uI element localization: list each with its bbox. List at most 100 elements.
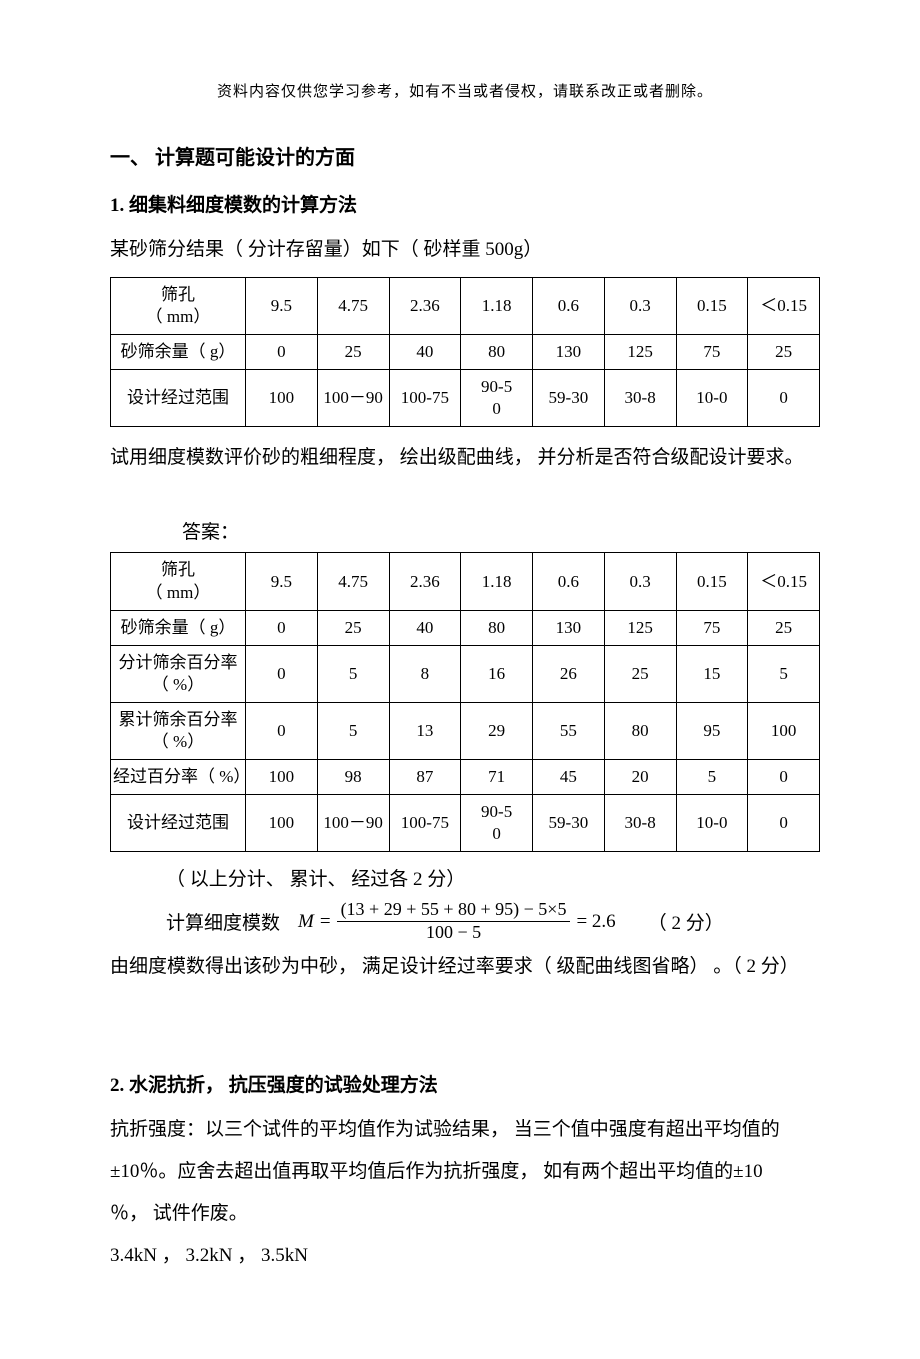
table-cell: 0 <box>748 760 820 795</box>
formula: 计算细度模数 M = (13 + 29 + 55 + 80 + 95) − 5×… <box>166 899 820 943</box>
q1-post: 试用细度模数评价砂的粗细程度， 绘出级配曲线， 并分析是否符合级配设计要求。 <box>110 439 820 477</box>
table-cell: 13 <box>389 702 461 759</box>
q2-p2: ±10％。应舍去超出值再取平均值后作为抗折强度， 如有两个超出平均值的±10 <box>110 1153 820 1191</box>
table-cell: 设计经过范围 <box>111 370 246 427</box>
table-cell: 20 <box>604 760 676 795</box>
table-cell: 0 <box>246 335 318 370</box>
table-cell: 30-8 <box>604 795 676 852</box>
table-cell: 59-30 <box>533 370 605 427</box>
formula-prefix: 计算细度模数 <box>166 908 280 935</box>
table-cell: 80 <box>461 610 533 645</box>
table-cell: 5 <box>676 760 748 795</box>
table-cell: 100－90 <box>317 370 389 427</box>
table-cell: 26 <box>533 645 605 702</box>
table-cell: 87 <box>389 760 461 795</box>
table-cell: 0 <box>246 610 318 645</box>
table-cell: 2.36 <box>389 278 461 335</box>
table-cell: 15 <box>676 645 748 702</box>
table-cell: 25 <box>317 610 389 645</box>
table-cell: 25 <box>317 335 389 370</box>
table-cell: 5 <box>317 645 389 702</box>
table-cell: 5 <box>317 702 389 759</box>
table-cell: 75 <box>676 610 748 645</box>
header-note: 资料内容仅供您学习参考，如有不当或者侵权，请联系改正或者删除。 <box>110 80 820 101</box>
table-cell: 8 <box>389 645 461 702</box>
table-cell: 4.75 <box>317 278 389 335</box>
answer-label: 答案： <box>182 517 820 544</box>
table-cell: 75 <box>676 335 748 370</box>
table-cell: 45 <box>533 760 605 795</box>
table-cell: 累计筛余百分率（ %） <box>111 702 246 759</box>
table-cell: 9.5 <box>246 278 318 335</box>
table-cell: 100-75 <box>389 795 461 852</box>
table-cell: 0.15 <box>676 553 748 610</box>
table-cell: 95 <box>676 702 748 759</box>
table-cell: 经过百分率（ %） <box>111 760 246 795</box>
q1-intro: 某砂筛分结果（ 分计存留量）如下（ 砂样重 500g） <box>110 231 820 269</box>
table-cell: 40 <box>389 610 461 645</box>
table-cell: 0.6 <box>533 553 605 610</box>
table-cell: 71 <box>461 760 533 795</box>
table-cell: 80 <box>461 335 533 370</box>
table-cell: 砂筛余量（ g） <box>111 335 246 370</box>
table-cell: 0 <box>246 702 318 759</box>
table-cell: 0.15 <box>676 278 748 335</box>
q2-p3: ％， 试件作废。 <box>110 1195 820 1233</box>
table-cell: 0 <box>748 370 820 427</box>
table-cell: 1.18 <box>461 553 533 610</box>
table-cell: 9.5 <box>246 553 318 610</box>
table-cell: 80 <box>604 702 676 759</box>
q2-title: 2. 水泥抗折， 抗压强度的试验处理方法 <box>110 1070 820 1097</box>
table-1: 筛孔（ mm）9.54.752.361.180.60.30.15＜0.15 砂筛余… <box>110 277 820 427</box>
q1-title: 1. 细集料细度模数的计算方法 <box>110 190 820 217</box>
table-cell: 0.3 <box>604 278 676 335</box>
formula-eq2: = 2.6 <box>576 911 615 933</box>
q2-p1: 抗折强度：以三个试件的平均值作为试验结果， 当三个值中强度有超出平均值的 <box>110 1111 820 1149</box>
table-cell: ＜0.15 <box>748 553 820 610</box>
table-cell: 25 <box>604 645 676 702</box>
table-cell: 砂筛余量（ g） <box>111 610 246 645</box>
table-cell: 0 <box>748 795 820 852</box>
table-cell: 30-8 <box>604 370 676 427</box>
table-cell: 4.75 <box>317 553 389 610</box>
table-cell: 90-50 <box>461 370 533 427</box>
table-cell: 40 <box>389 335 461 370</box>
table-cell: 25 <box>748 335 820 370</box>
table-cell: 100 <box>246 795 318 852</box>
q2-p4: 3.4kN ， 3.2kN ， 3.5kN <box>110 1237 820 1275</box>
q1-conclusion: 由细度模数得出该砂为中砂， 满足设计经过率要求（ 级配曲线图省略） 。（ 2 分… <box>110 948 820 986</box>
table-cell: 5 <box>748 645 820 702</box>
table-cell: 0.3 <box>604 553 676 610</box>
table-cell: 59-30 <box>533 795 605 852</box>
table-cell: 筛孔（ mm） <box>111 278 246 335</box>
table-cell: 25 <box>748 610 820 645</box>
table-2: 筛孔（ mm）9.54.752.361.180.60.30.15＜0.15砂筛余… <box>110 552 820 852</box>
table-cell: 16 <box>461 645 533 702</box>
table-cell: 100-75 <box>389 370 461 427</box>
table-cell: 1.18 <box>461 278 533 335</box>
table-cell: 90-50 <box>461 795 533 852</box>
table-cell: 130 <box>533 335 605 370</box>
formula-score: （ 2 分） <box>648 908 724 935</box>
table-cell: 10-0 <box>676 795 748 852</box>
table-cell: 100 <box>246 370 318 427</box>
formula-numerator: (13 + 29 + 55 + 80 + 95) − 5×5 <box>337 899 571 922</box>
table-cell: 125 <box>604 335 676 370</box>
table-cell: 130 <box>533 610 605 645</box>
table-cell: 筛孔（ mm） <box>111 553 246 610</box>
table-cell: 100 <box>748 702 820 759</box>
section-title: 一、 计算题可能设计的方面 <box>110 141 820 170</box>
table-cell: 0 <box>246 645 318 702</box>
table-cell: 0.6 <box>533 278 605 335</box>
table-cell: 29 <box>461 702 533 759</box>
formula-eq1: = <box>320 911 331 933</box>
table-cell: 100－90 <box>317 795 389 852</box>
table-cell: 55 <box>533 702 605 759</box>
formula-denominator: 100 − 5 <box>422 922 485 944</box>
table-cell: 125 <box>604 610 676 645</box>
score-note: （ 以上分计、 累计、 经过各 2 分） <box>166 864 820 891</box>
table-cell: 10-0 <box>676 370 748 427</box>
table-cell: 98 <box>317 760 389 795</box>
table-cell: 分计筛余百分率（ %） <box>111 645 246 702</box>
table-cell: ＜0.15 <box>748 278 820 335</box>
